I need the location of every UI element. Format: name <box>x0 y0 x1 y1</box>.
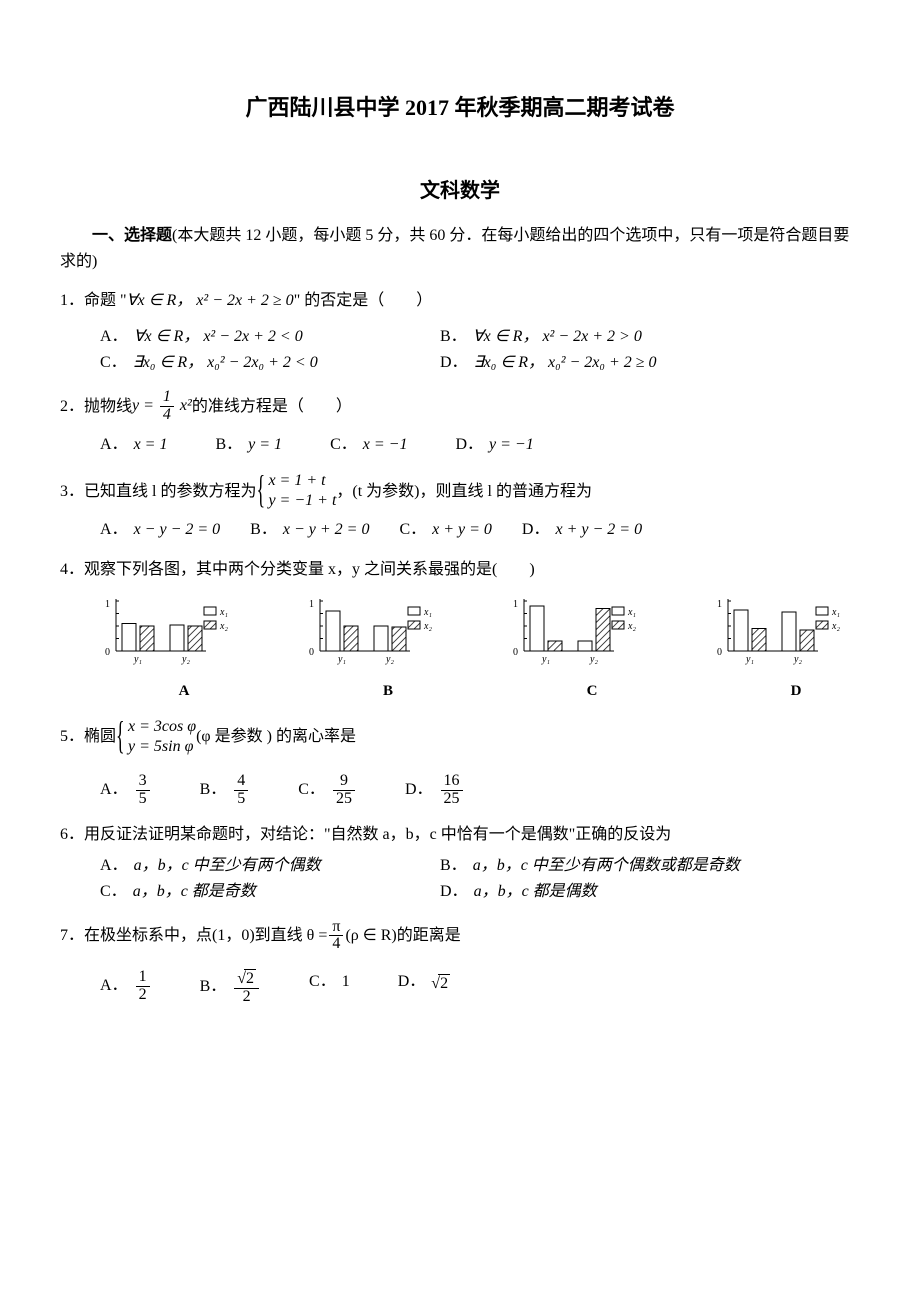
q7-option-a: A．12 <box>100 969 152 1006</box>
q7-option-d: D．2 <box>398 969 450 1006</box>
svg-text:y₂: y₂ <box>385 654 394 665</box>
q7-prefix: 7．在极坐标系中，点(1，0)到直线 θ = <box>60 923 327 949</box>
question-7: 7．在极坐标系中，点(1，0)到直线 θ = π4 (ρ ∈ R)的距离是 A．… <box>60 919 860 1006</box>
section-1-heading: 一、选择题 <box>92 227 172 244</box>
svg-text:x₂: x₂ <box>627 621 636 632</box>
q4-chart-d: 0 1 y₁ y₂ x₁ x₂ D <box>712 597 880 704</box>
q5-prefix: 5．椭圆 <box>60 724 116 750</box>
svg-text:1: 1 <box>513 599 518 610</box>
q7-option-c: C．1 <box>309 969 350 1006</box>
svg-text:y₁: y₁ <box>745 654 754 665</box>
q7-suffix: (ρ ∈ R)的距离是 <box>345 923 460 949</box>
svg-text:x₂: x₂ <box>423 621 432 632</box>
q4-chart-label: A <box>100 679 268 703</box>
svg-text:x₂: x₂ <box>219 621 228 632</box>
exam-title: 广西陆川县中学 2017 年秋季期高二期考试卷 <box>60 90 860 125</box>
exam-subtitle: 文科数学 <box>60 175 860 207</box>
q5-system: x = 3cos φ y = 5sin φ <box>116 717 196 757</box>
q1-statement: ∀x ∈ R， x² − 2x + 2 ≥ 0 <box>127 288 294 314</box>
svg-text:y₁: y₁ <box>541 654 550 665</box>
q3-suffix: ，(t 为参数)，则直线 l 的普通方程为 <box>336 479 592 505</box>
q2-option-c: C．x = −1 <box>330 432 407 458</box>
q4-chart-c: 0 1 y₁ y₂ x₁ x₂ C <box>508 597 676 704</box>
q6-option-d: D．a，b，c 都是偶数 <box>440 879 780 905</box>
svg-text:0: 0 <box>717 647 722 658</box>
q5-option-d: D．1625 <box>405 773 465 808</box>
q3-option-a: A．x − y − 2 = 0 <box>100 517 220 543</box>
svg-text:x₂: x₂ <box>831 621 840 632</box>
svg-text:y₂: y₂ <box>181 654 190 665</box>
q5-option-b: B．45 <box>200 773 251 808</box>
svg-text:0: 0 <box>105 647 110 658</box>
question-2: 2．抛物线 y = 14 x² 的准线方程是（ ） A．x = 1 B．y = … <box>60 389 860 457</box>
svg-text:0: 0 <box>309 647 314 658</box>
question-3: 3．已知直线 l 的参数方程为 x = 1 + t y = −1 + t ，(t… <box>60 471 860 543</box>
question-6: 6．用反证法证明某命题时，对结论："自然数 a，b，c 中恰有一个是偶数"正确的… <box>60 822 860 905</box>
svg-text:y₁: y₁ <box>133 654 142 665</box>
q2-option-b: B．y = 1 <box>215 432 282 458</box>
section-1-intro: 一、选择题(本大题共 12 小题，每小题 5 分，共 60 分．在每小题给出的四… <box>60 223 860 274</box>
q2-prefix: 2．抛物线 <box>60 394 132 420</box>
q1-option-a: A．∀x ∈ R， x² − 2x + 2 < 0 <box>100 324 440 350</box>
q1-prefix: 1．命题 " <box>60 288 127 314</box>
question-4: 4．观察下列各图，其中两个分类变量 x，y 之间关系最强的是( ) 0 1 y₁ y₂… <box>60 557 860 703</box>
svg-text:1: 1 <box>105 599 110 610</box>
question-1: 1．命题 " ∀x ∈ R， x² − 2x + 2 ≥ 0 " 的否定是（ ）… <box>60 288 860 375</box>
q4-chart-label: B <box>304 679 472 703</box>
q1-option-b: B．∀x ∈ R， x² − 2x + 2 > 0 <box>440 324 780 350</box>
q5-option-c: C．925 <box>298 773 357 808</box>
q7-fraction: π4 <box>329 919 343 954</box>
q1-option-d: D．∃x₀ ∈ R， x₀² − 2x₀ + 2 ≥ 0 <box>440 350 780 376</box>
svg-text:x₁: x₁ <box>423 607 432 618</box>
q2-option-d: D．y = −1 <box>455 432 533 458</box>
q2-option-a: A．x = 1 <box>100 432 167 458</box>
q6-text: 6．用反证法证明某命题时，对结论："自然数 a，b，c 中恰有一个是偶数"正确的… <box>60 822 860 848</box>
q6-option-a: A．a，b，c 中至少有两个偶数 <box>100 853 440 879</box>
q1-option-c: C．∃x₀ ∈ R， x₀² − 2x₀ + 2 < 0 <box>100 350 440 376</box>
q1-suffix: " 的否定是（ ） <box>294 288 433 314</box>
svg-text:x₁: x₁ <box>219 607 228 618</box>
q4-text: 4．观察下列各图，其中两个分类变量 x，y 之间关系最强的是( ) <box>60 557 860 583</box>
svg-text:y₁: y₁ <box>337 654 346 665</box>
svg-text:x₁: x₁ <box>627 607 636 618</box>
q3-system: x = 1 + t y = −1 + t <box>256 471 336 511</box>
svg-text:y₂: y₂ <box>589 654 598 665</box>
q4-chart-label: C <box>508 679 676 703</box>
svg-text:y₂: y₂ <box>793 654 802 665</box>
q5-option-a: A．35 <box>100 773 152 808</box>
q6-option-b: B．a，b，c 中至少有两个偶数或都是奇数 <box>440 853 780 879</box>
svg-text:1: 1 <box>309 599 314 610</box>
q4-charts: 0 1 y₁ y₂ x₁ x₂ A 0 1 y₁ y₂ x₁ x₂ B 0 1 y₁ y₂ x₁ x₂ C 0 1 y₁ y₂ x… <box>100 597 860 704</box>
q3-prefix: 3．已知直线 l 的参数方程为 <box>60 479 256 505</box>
question-5: 5．椭圆 x = 3cos φ y = 5sin φ (φ 是参数 ) 的离心率… <box>60 717 860 808</box>
q6-option-c: C．a，b，c 都是奇数 <box>100 879 440 905</box>
q7-option-b: B．22 <box>200 969 261 1006</box>
svg-text:x₁: x₁ <box>831 607 840 618</box>
q2-suffix: 的准线方程是（ ） <box>192 394 352 420</box>
q3-option-b: B．x − y + 2 = 0 <box>250 517 369 543</box>
q3-option-c: C．x + y = 0 <box>399 517 491 543</box>
svg-text:1: 1 <box>717 599 722 610</box>
q4-chart-label: D <box>712 679 880 703</box>
svg-text:0: 0 <box>513 647 518 658</box>
q4-chart-b: 0 1 y₁ y₂ x₁ x₂ B <box>304 597 472 704</box>
q4-chart-a: 0 1 y₁ y₂ x₁ x₂ A <box>100 597 268 704</box>
q3-option-d: D．x + y − 2 = 0 <box>522 517 642 543</box>
q5-suffix: (φ 是参数 ) 的离心率是 <box>196 724 356 750</box>
section-1-desc: (本大题共 12 小题，每小题 5 分，共 60 分．在每小题给出的四个选项中，… <box>60 227 849 270</box>
q2-equation: y = 14 x² <box>132 389 192 424</box>
